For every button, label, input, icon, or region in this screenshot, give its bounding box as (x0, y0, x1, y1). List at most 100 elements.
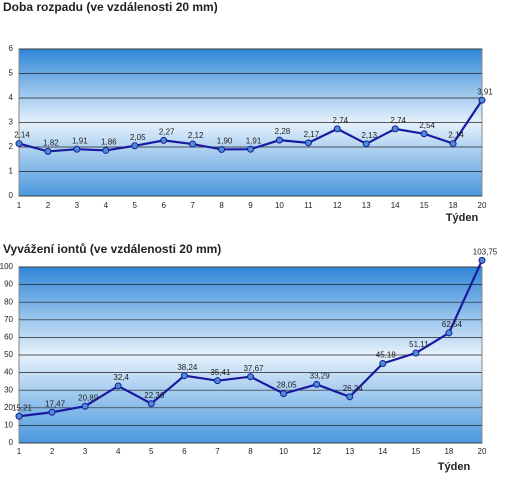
point (247, 145, 254, 153)
data-label: 2,74 (333, 116, 349, 125)
y-tick-label: 100 (0, 262, 14, 271)
x-tick-label: 3 (83, 447, 88, 456)
x-tick-label: 6 (182, 447, 187, 456)
y-tick-label: 0 (9, 191, 14, 200)
data-label: 2,14 (448, 131, 464, 140)
data-label: 2,05 (130, 133, 146, 142)
data-label: 3,91 (477, 87, 493, 96)
data-label: 2,12 (188, 131, 204, 140)
x-tick-label: 10 (279, 447, 288, 456)
y-tick-label: 3 (9, 118, 14, 127)
x-tick-label: 12 (333, 201, 342, 210)
x-tick-label: 6 (161, 201, 166, 210)
y-tick-label: 30 (4, 385, 13, 394)
data-label: 1,86 (101, 138, 117, 147)
x-tick-label: 15 (420, 201, 429, 210)
point (379, 359, 387, 367)
y-tick-label: 90 (4, 280, 13, 289)
x-tick-label: 10 (275, 201, 284, 210)
data-label: 26,24 (343, 384, 364, 393)
x-tick-label: 8 (219, 201, 224, 210)
data-label: 28,05 (277, 381, 298, 390)
y-tick-label: 4 (9, 93, 14, 102)
point (114, 382, 122, 390)
data-label: 2,74 (390, 116, 406, 125)
point (15, 412, 23, 420)
x-tick-label: 5 (133, 201, 138, 210)
x-tick-label: 1 (17, 447, 22, 456)
point (189, 140, 197, 148)
point (304, 139, 312, 147)
data-label: 1,91 (72, 136, 88, 145)
point (15, 140, 23, 148)
x-tick-label: 4 (104, 201, 109, 210)
data-label: 2,28 (275, 127, 291, 136)
data-label: 1,90 (217, 137, 233, 146)
y-tick-label: 70 (4, 315, 13, 324)
x-tick-label: 5 (149, 447, 154, 456)
data-label: 2,17 (304, 130, 320, 139)
data-label: 22,36 (144, 391, 165, 400)
point (445, 329, 453, 337)
x-tick-label: 2 (46, 201, 51, 210)
point (213, 377, 221, 385)
y-tick-label: 0 (9, 438, 14, 447)
x-tick-label: 15 (411, 447, 420, 456)
point (131, 142, 139, 150)
x-tick-label: 13 (345, 447, 354, 456)
x-tick-label: 12 (312, 447, 321, 456)
x-tick-label: 14 (391, 201, 400, 210)
data-label: 17,47 (45, 399, 66, 408)
point (478, 256, 486, 264)
data-label: 1,82 (43, 139, 59, 148)
x-tick-label: 13 (362, 201, 371, 210)
chart-title: Vyvážení iontů (ve vzdálenosti 20 mm) (3, 242, 221, 256)
y-tick-label: 60 (4, 333, 13, 342)
data-label: 51,11 (409, 340, 429, 349)
chart-title: Doba rozpadu (ve vzdálenosti 20 mm) (3, 0, 218, 14)
data-label: 38,24 (177, 363, 198, 372)
y-tick-label: 6 (9, 44, 14, 53)
x-tick-label: 20 (478, 447, 487, 456)
data-label: 45,18 (376, 351, 397, 360)
x-tick-label: 11 (304, 201, 313, 210)
x-axis-label: Týden (446, 212, 479, 224)
x-tick-label: 3 (75, 201, 80, 210)
x-tick-label: 14 (378, 447, 387, 456)
point (180, 372, 188, 380)
data-label: 15,21 (12, 403, 33, 412)
x-tick-label: 20 (478, 201, 487, 210)
data-label: 2,14 (14, 131, 30, 140)
data-label: 103,75 (473, 248, 498, 257)
y-tick-label: 1 (9, 167, 14, 176)
point (346, 393, 354, 401)
point (218, 145, 226, 153)
x-tick-label: 8 (248, 447, 253, 456)
y-tick-label: 5 (9, 69, 14, 78)
x-axis-label: Týden (438, 461, 471, 473)
point (275, 136, 283, 144)
x-tick-label: 1 (17, 201, 22, 210)
point (412, 349, 420, 357)
point (44, 147, 52, 155)
point (280, 390, 288, 398)
data-label: 2,54 (419, 121, 435, 130)
point (449, 140, 457, 148)
data-label: 32,4 (113, 373, 129, 382)
point (73, 145, 81, 153)
point (478, 96, 486, 104)
x-tick-label: 18 (444, 447, 453, 456)
x-tick-label: 9 (248, 201, 253, 210)
x-tick-label: 2 (50, 447, 55, 456)
y-tick-label: 10 (4, 421, 13, 430)
data-label: 2,27 (159, 127, 175, 136)
point (247, 373, 254, 381)
point (48, 408, 56, 416)
y-tick-label: 40 (4, 368, 13, 377)
x-tick-label: 7 (190, 201, 195, 210)
data-label: 1,91 (246, 136, 262, 145)
point (160, 136, 168, 144)
point (147, 400, 155, 408)
point (313, 380, 321, 388)
